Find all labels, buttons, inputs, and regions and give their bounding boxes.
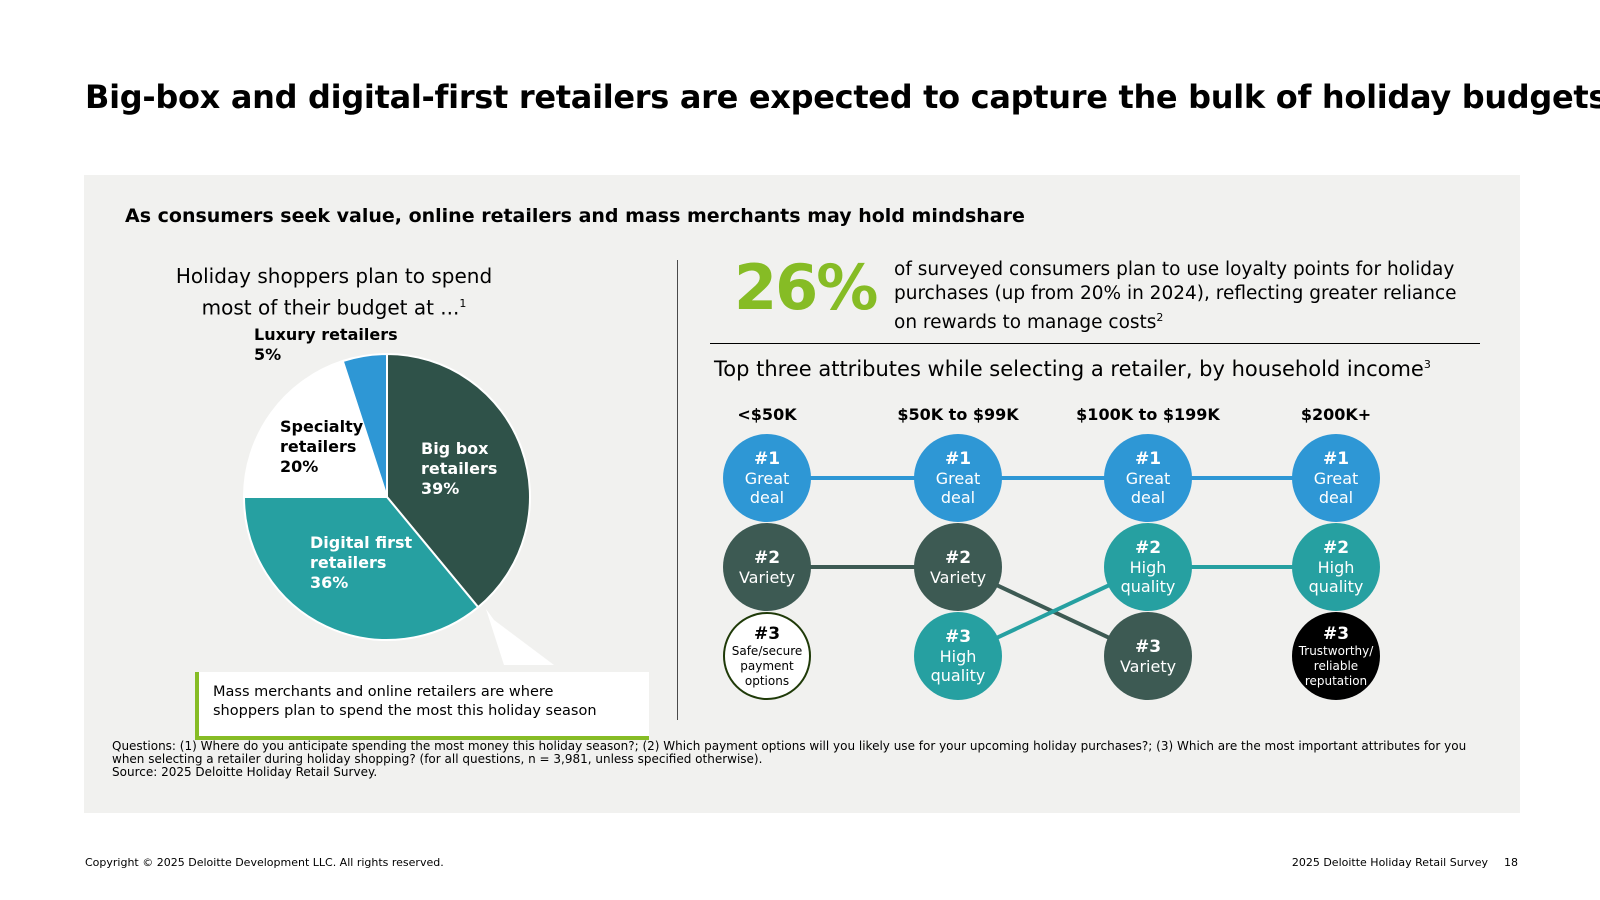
- pie-label-big-box-name1: Big box: [421, 439, 489, 458]
- attribute-label: Great: [744, 469, 790, 488]
- attributes-heading: Top three attributes while selecting a r…: [714, 357, 1431, 381]
- pie-label-big-box-value: 39%: [421, 479, 460, 498]
- page-title: Big-box and digital-first retailers are …: [85, 78, 1600, 116]
- pie-slice-big-box-retailers: [386, 352, 531, 609]
- pie-heading: Holiday shoppers plan to spend most of t…: [174, 263, 494, 322]
- pie-slice-luxury-retailers: [341, 352, 388, 498]
- content-panel: As consumers seek value, online retailer…: [84, 175, 1520, 813]
- attribute-circle-quality: #2 High quality: [1292, 523, 1380, 611]
- income-header: $200K+: [1300, 405, 1372, 424]
- pie-heading-text: Holiday shoppers plan to spend most of t…: [175, 264, 493, 320]
- loyalty-stat-description: of surveyed consumers plan to use loyalt…: [894, 259, 1457, 334]
- attribute-label: Great: [1313, 469, 1359, 488]
- attribute-circle-deal: #1 Great deal: [1292, 434, 1380, 522]
- attribute-circle-quality: #2 High quality: [1104, 523, 1192, 611]
- attribute-label: Great: [1125, 469, 1171, 488]
- attributes-heading-footnote: 3: [1423, 358, 1431, 371]
- loyalty-stat-text: of surveyed consumers plan to use loyalt…: [894, 258, 1464, 335]
- callout-pointer: [486, 609, 554, 665]
- attribute-label: Safe/secure: [731, 643, 803, 658]
- attribute-label: deal: [1318, 488, 1354, 507]
- attribute-label: High: [1317, 558, 1355, 577]
- pie-label-digital-value: 36%: [310, 573, 349, 592]
- attribute-circle-variety: #2 Variety: [914, 523, 1002, 611]
- pie-label-digital-name2: retailers: [310, 553, 387, 572]
- attribute-label: Variety: [1119, 656, 1177, 676]
- pie-label-big-box: Big box retailers 39%: [421, 439, 497, 499]
- pie-label-digital: Digital first retailers 36%: [310, 533, 412, 593]
- attribute-circle-deal: #1 Great deal: [914, 434, 1002, 522]
- income-header: $50K to $99K: [897, 405, 1019, 424]
- attribute-circle-deal: #1 Great deal: [723, 434, 811, 522]
- footer-right: 2025 Deloitte Holiday Retail Survey 18: [1292, 856, 1518, 869]
- attribute-rank: #2: [944, 547, 972, 568]
- income-header: $100K to $199K: [1076, 405, 1220, 424]
- pie-heading-footnote: 1: [459, 297, 467, 310]
- attribute-label: quality: [1308, 577, 1364, 596]
- pie-chart: [242, 352, 554, 665]
- report-name: 2025 Deloitte Holiday Retail Survey: [1291, 856, 1488, 869]
- attribute-circle-trust: #3 Trustworthy/reliable reputation: [1292, 612, 1380, 700]
- attribute-label: High: [1129, 558, 1167, 577]
- income-header: <$50K: [737, 405, 797, 424]
- attribute-label: options: [744, 673, 790, 688]
- attribute-rank: #2: [753, 547, 781, 568]
- vertical-divider: [677, 260, 678, 720]
- footnote-questions: Questions: (1) Where do you anticipate s…: [112, 739, 1467, 766]
- attribute-label: Trustworthy/: [1298, 643, 1374, 658]
- attribute-rank: #3: [753, 623, 781, 644]
- callout-box: Mass merchants and online retailers are …: [195, 672, 649, 740]
- attribute-label: Variety: [738, 567, 796, 587]
- attribute-label: deal: [749, 488, 785, 507]
- attribute-rank: #1: [1134, 449, 1162, 469]
- attribute-label: deal: [940, 488, 976, 507]
- attribute-rank: #1: [753, 449, 781, 469]
- panel-subtitle: As consumers seek value, online retailer…: [125, 205, 1025, 227]
- attribute-label: deal: [1130, 488, 1166, 507]
- footnote: Questions: (1) Where do you anticipate s…: [112, 740, 1502, 779]
- pie-label-big-box-name2: retailers: [421, 459, 498, 478]
- pie-label-specialty-name2: retailers: [280, 437, 357, 456]
- callout-text: Mass merchants and online retailers are …: [213, 684, 597, 719]
- pie-label-luxury-name: Luxury retailers: [254, 325, 398, 344]
- attributes-heading-text: Top three attributes while selecting a r…: [714, 357, 1424, 381]
- pie-label-specialty-value: 20%: [280, 457, 319, 476]
- attribute-circle-variety: #2 Variety: [723, 523, 811, 611]
- pie-label-specialty-name1: Specialty: [280, 417, 364, 436]
- footnote-source: Source: 2025 Deloitte Holiday Retail Sur…: [112, 765, 378, 779]
- attribute-label: Great: [935, 469, 981, 488]
- copyright: Copyright © 2025 Deloitte Development LL…: [85, 856, 444, 869]
- pie-label-specialty: Specialty retailers 20%: [280, 417, 363, 477]
- attribute-label: quality: [930, 666, 986, 685]
- attribute-label: quality: [1120, 577, 1176, 596]
- horizontal-divider: [710, 343, 1480, 344]
- pie-label-luxury-value: 5%: [254, 345, 282, 364]
- attribute-circle-variety: #3 Variety: [1104, 612, 1192, 700]
- attribute-circle-quality: #3 High quality: [914, 612, 1002, 700]
- loyalty-stat-footnote: 2: [1156, 311, 1164, 324]
- attribute-label: payment: [740, 658, 794, 673]
- attribute-label: reputation: [1304, 673, 1368, 688]
- attribute-label: reliable: [1313, 658, 1359, 673]
- pie-label-digital-name1: Digital first: [310, 533, 413, 552]
- pie-label-luxury: Luxury retailers 5%: [254, 325, 398, 365]
- attribute-rank: #2: [1322, 538, 1350, 558]
- attribute-rank: #3: [1134, 636, 1162, 657]
- attribute-rank: #3: [944, 627, 972, 647]
- attribute-rank: #2: [1134, 538, 1162, 558]
- attribute-rank: #1: [944, 449, 972, 469]
- attribute-label: High: [939, 647, 977, 666]
- attribute-rank: #1: [1322, 449, 1350, 469]
- attribute-circle-safe: #3 Safe/secure payment options: [723, 612, 811, 700]
- page-number: 18: [1504, 856, 1518, 869]
- attribute-label: Variety: [929, 567, 987, 587]
- loyalty-stat-value: 26%: [734, 251, 878, 324]
- attribute-circle-deal: #1 Great deal: [1104, 434, 1192, 522]
- attribute-rank: #3: [1322, 623, 1350, 644]
- pie-slice-specialty-retailers: [242, 359, 389, 498]
- pie-slice-digital-first-retailers: [242, 496, 480, 641]
